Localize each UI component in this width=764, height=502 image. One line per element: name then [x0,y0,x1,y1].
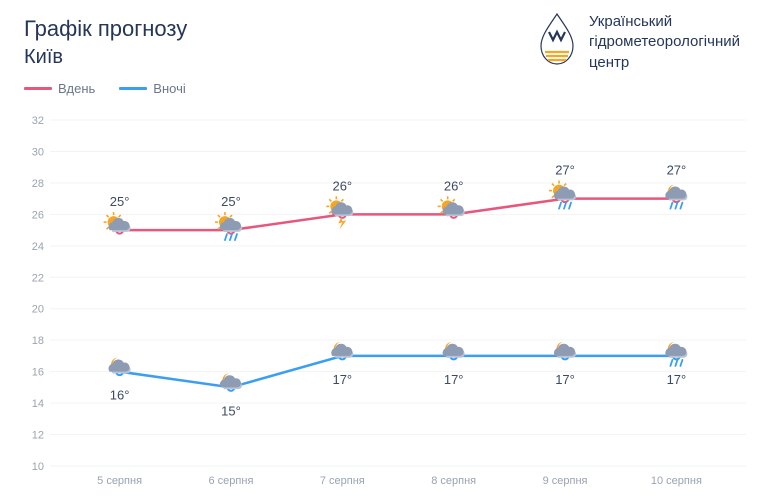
sun-cloud-icon [438,196,465,216]
svg-text:10: 10 [32,461,44,473]
svg-text:7 серпня: 7 серпня [320,475,365,487]
svg-text:9 серпня: 9 серпня [543,475,588,487]
legend-item-night: Вночі [119,81,185,96]
svg-text:16: 16 [32,367,44,379]
legend-swatch-day [24,87,52,90]
svg-text:27°: 27° [555,163,575,178]
moon-cloud-icon [220,373,242,389]
moon-cloud-icon [109,358,131,374]
svg-text:26°: 26° [332,178,352,193]
sun-cloud-storm-icon [326,196,353,229]
svg-text:22: 22 [32,272,44,284]
legend-label-night: Вночі [153,81,185,96]
svg-text:26: 26 [32,209,44,221]
svg-text:17°: 17° [667,372,687,387]
title-block: Графік прогнозу Київ [24,16,187,69]
org-name: Український гідрометеорологічний центр [589,12,740,73]
forecast-chart: 10 12 14 16 18 20 22 24 26 28 30 32 5 серпня 6 серпня… [24,116,756,490]
sun-cloud-icon [104,212,131,232]
svg-text:30: 30 [32,146,44,158]
legend-swatch-night [119,87,147,90]
logo-block: Український гідрометеорологічний центр [535,12,740,73]
header: Графік прогнозу Київ Український гідроме… [0,0,764,73]
chart-subtitle: Київ [24,46,187,69]
sun-cloud-rain-icon [549,181,576,209]
moon-cloud-icon [331,342,353,358]
svg-text:20: 20 [32,304,44,316]
moon-cloud-icon [443,342,465,358]
org-line-2: гідрометеорологічний [589,32,740,52]
chart-area: 10 12 14 16 18 20 22 24 26 28 30 32 5 серпня 6 серпня… [24,116,756,490]
legend-item-day: Вдень [24,81,95,96]
moon-cloud-rain-icon [665,185,687,209]
svg-text:28: 28 [32,178,44,190]
svg-text:32: 32 [32,116,44,127]
svg-text:6 серпня: 6 серпня [209,475,254,487]
svg-text:27°: 27° [667,163,687,178]
svg-text:26°: 26° [444,178,464,193]
logo-icon [535,12,579,71]
svg-text:10 серпня: 10 серпня [651,475,702,487]
chart-title: Графік прогнозу [24,16,187,42]
sun-cloud-rain-icon [215,212,242,240]
svg-text:8 серпня: 8 серпня [431,475,476,487]
svg-text:17°: 17° [444,372,464,387]
svg-text:17°: 17° [555,372,575,387]
svg-text:15°: 15° [221,403,241,418]
legend-label-day: Вдень [58,81,95,96]
org-line-3: центр [589,53,740,73]
svg-text:18: 18 [32,335,44,347]
moon-cloud-icon [554,342,576,358]
svg-text:14: 14 [32,398,44,410]
legend: Вдень Вночі [0,73,764,96]
org-line-1: Український [589,12,740,32]
svg-text:5 серпня: 5 серпня [97,475,142,487]
svg-text:16°: 16° [110,388,130,403]
svg-text:24: 24 [32,241,44,253]
svg-text:12: 12 [32,430,44,442]
svg-text:17°: 17° [332,372,352,387]
svg-text:25°: 25° [221,194,241,209]
moon-cloud-rain-icon [665,342,687,366]
svg-text:25°: 25° [110,194,130,209]
